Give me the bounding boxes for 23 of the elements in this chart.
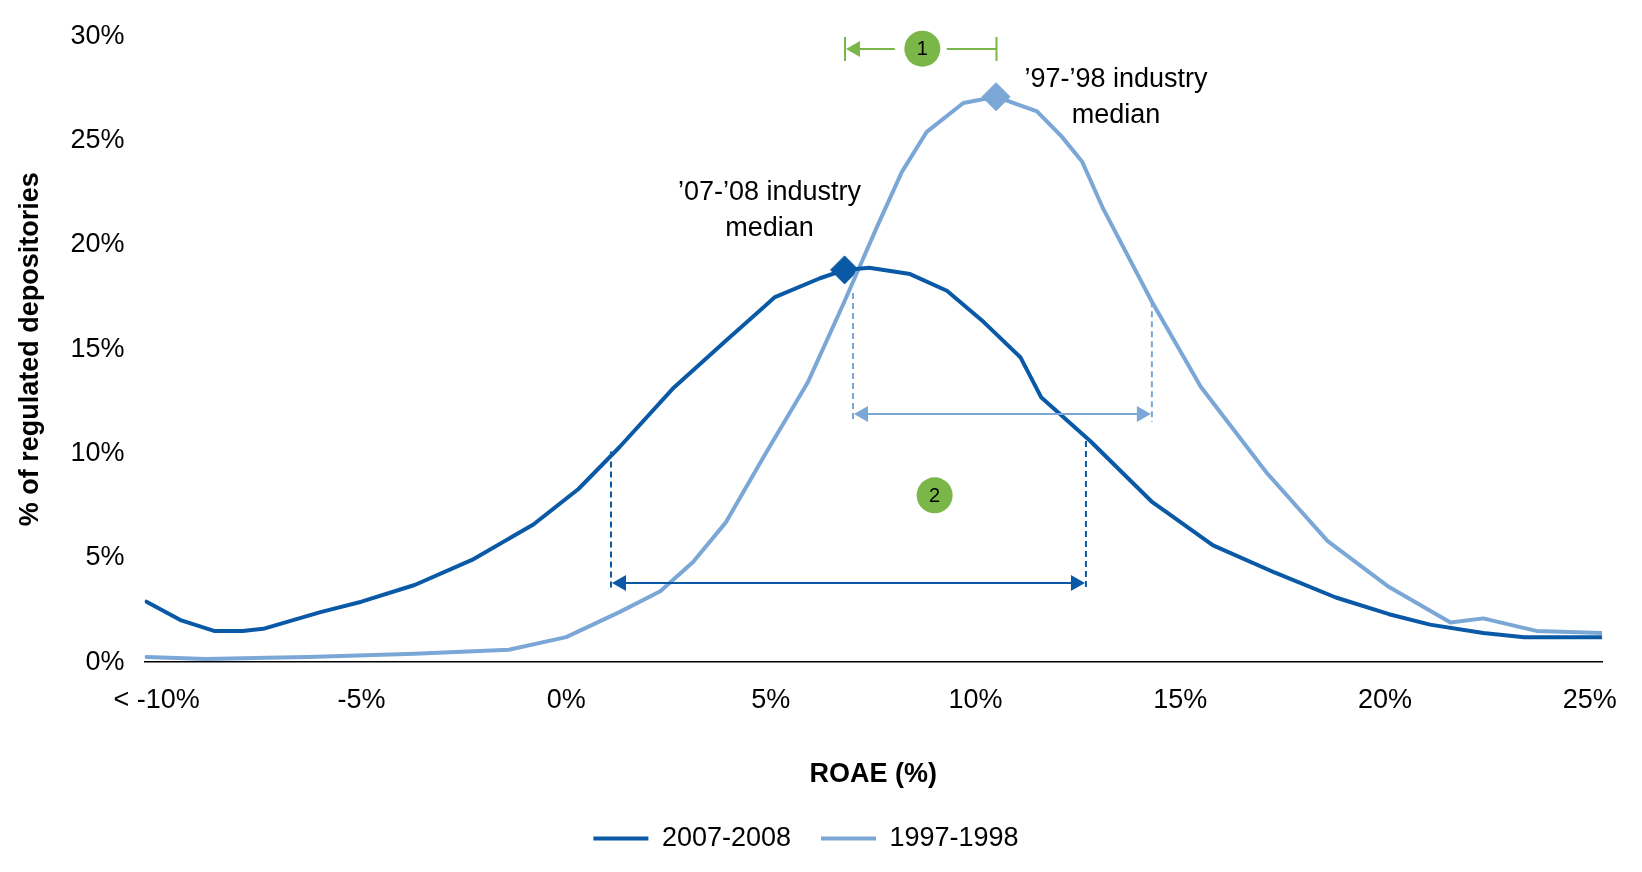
annotation: 1	[916, 37, 928, 60]
y-tick-label: 15%	[70, 332, 125, 363]
y-tick-label: 10%	[70, 436, 125, 467]
x-tick-label: 20%	[1357, 683, 1413, 714]
annotation: ’97-’98 industry median	[1024, 62, 1209, 129]
x-tick-label: 25%	[1562, 683, 1617, 714]
x-axis-title: ROAE (%)	[809, 758, 937, 789]
x-tick-label: 5%	[751, 683, 791, 714]
y-tick-label: 30%	[70, 19, 125, 50]
x-tick-label: 10%	[948, 683, 1003, 714]
x-tick-label: 15%	[1153, 683, 1208, 714]
y-tick-label: 25%	[70, 123, 125, 154]
x-tick-label: < -10%	[113, 683, 200, 714]
y-tick-label: 5%	[85, 541, 125, 572]
annotation: 2	[929, 483, 941, 506]
y-tick-label: 20%	[70, 228, 125, 259]
x-tick-label: 0%	[546, 683, 586, 714]
legend-label: 2007-2008	[661, 821, 791, 852]
x-tick-label: -5%	[337, 683, 386, 714]
y-tick-label: 0%	[85, 645, 125, 676]
annotation: ’07-’08 industry median	[678, 175, 862, 242]
y-axis-title: % of regulated depositories	[13, 172, 44, 527]
legend-label: 1997-1998	[889, 821, 1019, 852]
